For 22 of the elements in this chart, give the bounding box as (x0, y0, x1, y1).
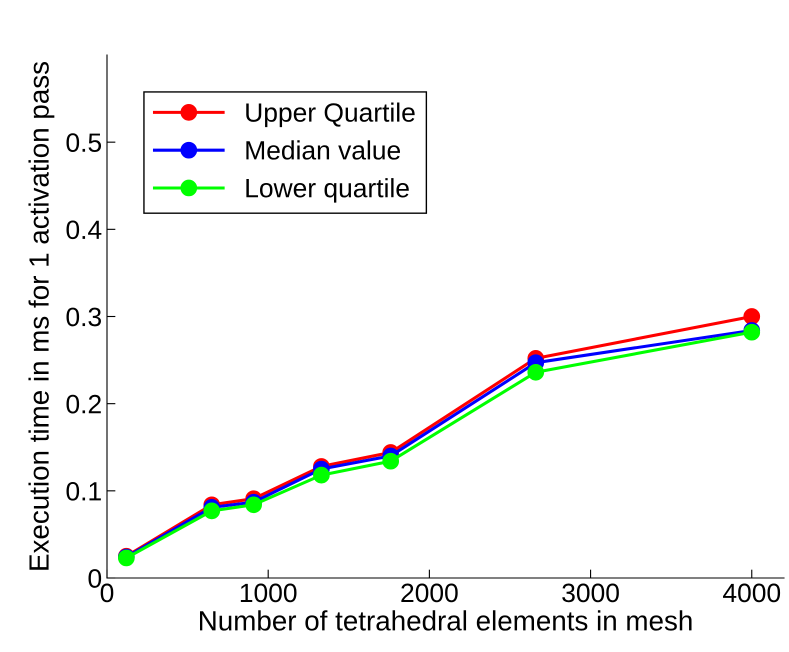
legend-label: Lower quartile (246, 178, 409, 203)
x-tick-label: 2000 (401, 584, 458, 602)
point (203, 502, 220, 520)
legend-label: Median value (246, 140, 400, 160)
point (313, 466, 330, 484)
y-tick-label: 0.3 (66, 308, 101, 326)
legend-label: Upper Quartile (246, 102, 415, 128)
x-tick-label: 4000 (723, 584, 780, 602)
x-tick-label: 3000 (562, 584, 619, 602)
point (245, 496, 262, 514)
x-axis-title: Number of tetrahedral elements in mesh (200, 610, 692, 631)
y-tick-label: 0 (88, 569, 102, 588)
point (382, 452, 400, 470)
x-tick-label: 0 (100, 584, 114, 602)
y-tick-label: 0.1 (66, 482, 101, 501)
x-tick-label: 1000 (240, 584, 297, 602)
y-tick-label: 0.5 (66, 133, 102, 152)
y-tick-label: 0.2 (66, 394, 101, 414)
y-axis-title: Execution time in ms for 1 activation pass (28, 62, 54, 570)
point (743, 308, 760, 325)
point (527, 364, 544, 381)
y-tick-label: 0.4 (66, 220, 102, 240)
